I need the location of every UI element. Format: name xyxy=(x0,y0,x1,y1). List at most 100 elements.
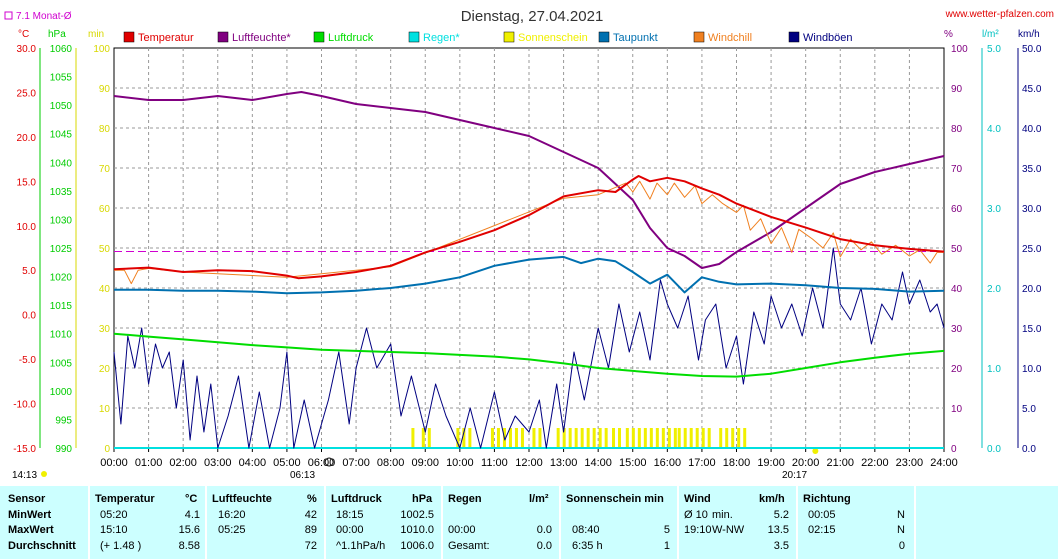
pct-tick-label: 80 xyxy=(951,124,963,135)
time-tick-label: 12:00 xyxy=(515,457,543,469)
min-tick-label: 80 xyxy=(99,124,111,135)
sunshine-bar xyxy=(661,428,665,448)
stats-temp-val: 15.6 xyxy=(178,524,200,536)
stats-temp-time: 15:10 xyxy=(100,524,128,536)
lm2-tick-label: 3.0 xyxy=(987,204,1001,215)
stats-w-unit: min. xyxy=(712,509,733,521)
time-tick-label: 07:00 xyxy=(342,457,370,469)
legend-swatch xyxy=(123,31,135,43)
min-tick-label: 30 xyxy=(99,324,111,335)
min-tick-label: 60 xyxy=(99,204,111,215)
temp-tick-label: 20.0 xyxy=(17,133,37,144)
min-tick-label: 90 xyxy=(99,84,111,95)
pct-tick-label: 30 xyxy=(951,324,963,335)
time-tick-label: 21:00 xyxy=(826,457,854,469)
divider xyxy=(796,486,798,559)
divider xyxy=(205,486,207,559)
time-tick-label: 16:00 xyxy=(654,457,682,469)
stats-ld-time: 18:15 xyxy=(336,509,364,521)
stats-header-sensor: Sensor xyxy=(8,493,46,505)
sunshine-bar xyxy=(604,428,608,448)
sunshine-bar xyxy=(707,428,711,448)
temp-tick-label: -5.0 xyxy=(19,355,37,366)
chart-title: Dienstag, 27.04.2021 xyxy=(461,8,604,25)
pressure-line xyxy=(113,332,945,378)
time-tick-label: 24:00 xyxy=(930,457,958,469)
min-tick-label: 70 xyxy=(99,164,111,175)
lm2-tick-label: 0.0 xyxy=(987,444,1001,455)
stats-header-wind-unit: km/h xyxy=(759,493,785,505)
stats-rg-val: 0.0 xyxy=(536,540,552,552)
divider xyxy=(324,486,326,559)
statistics-table: Sensor Temperatur °C Luftfeuchte % Luftd… xyxy=(0,486,1058,559)
stats-r-val: N xyxy=(897,524,905,536)
sunshine-bar xyxy=(743,428,747,448)
lm2-unit-label: l/m² xyxy=(982,29,999,40)
stats-lf-time: 16:20 xyxy=(218,509,246,521)
sunshine-bar xyxy=(574,428,578,448)
legend-label: Luftfeuchte* xyxy=(232,32,291,44)
stats-label: MinWert xyxy=(8,509,52,521)
monat-avg-icon xyxy=(4,11,13,20)
sunshine-bar xyxy=(490,428,494,448)
hpa-tick-label: 1030 xyxy=(50,215,73,226)
kmh-tick-label: 50.0 xyxy=(1022,44,1042,55)
time-tick-label: 04:00 xyxy=(239,457,267,469)
series xyxy=(113,91,945,449)
monat-avg-label: 7.1 Monat-Ø xyxy=(16,11,72,22)
stats-ss-val: 5 xyxy=(663,524,670,536)
sunshine-bar xyxy=(643,428,647,448)
site-link[interactable]: www.wetter-pfalzen.com xyxy=(945,9,1054,20)
stats-r-time: 00:05 xyxy=(808,509,836,521)
min-tick-label: 100 xyxy=(93,44,110,55)
sunshine-bar xyxy=(695,428,699,448)
pct-tick-label: 100 xyxy=(951,44,968,55)
stats-label: MaxWert xyxy=(8,524,54,536)
stats-rg-val: 0.0 xyxy=(536,524,552,536)
divider xyxy=(88,486,90,559)
weather-chart: Dienstag, 27.04.2021 www.wetter-pfalzen.… xyxy=(4,8,1054,481)
stats-ld-time: 00:00 xyxy=(336,524,364,536)
stats-rg-time: 00:00 xyxy=(448,524,476,536)
legend-label: Windböen xyxy=(803,32,853,44)
pct-tick-label: 50 xyxy=(951,244,963,255)
kmh-tick-label: 25.0 xyxy=(1022,244,1042,255)
sunrise-left-marker xyxy=(41,471,47,477)
min-tick-label: 20 xyxy=(99,364,111,375)
stats-ld-val: 1010.0 xyxy=(400,524,434,536)
stats-lf-val: 72 xyxy=(304,540,317,552)
stats-r-val: N xyxy=(897,509,905,521)
lm2-tick-label: 4.0 xyxy=(987,124,1001,135)
sunshine-bar xyxy=(456,428,460,448)
sunshine-bar xyxy=(462,428,466,448)
humidity-line xyxy=(113,91,945,269)
dewpoint-line xyxy=(114,255,945,295)
min-tick-label: 50 xyxy=(99,244,111,255)
legend: Temperatur Luftfeuchte* Luftdruck Regen* Son… xyxy=(123,31,853,44)
sunshine-bar xyxy=(689,428,693,448)
min-tick-label: 0 xyxy=(104,444,110,455)
stats-w-val: 13.5 xyxy=(767,524,789,536)
temp-tick-label: -10.0 xyxy=(13,400,36,411)
kmh-unit-label: km/h xyxy=(1018,29,1040,40)
sunshine-bar xyxy=(411,428,415,448)
hpa-tick-label: 1035 xyxy=(50,187,73,198)
stats-ld-val: 1002.5 xyxy=(400,509,434,521)
time-tick-label: 11:00 xyxy=(481,457,508,469)
legend-label: Sonnenschein xyxy=(518,32,588,44)
stats-w-label: Ø 10 xyxy=(684,509,708,521)
time-tick-label: 20:00 xyxy=(792,457,820,469)
sunshine-bar xyxy=(719,428,723,448)
legend-swatch xyxy=(408,31,420,43)
legend-swatch xyxy=(503,31,515,43)
legend-swatch xyxy=(217,31,229,43)
stats-w-label: 19:10 xyxy=(684,524,712,536)
sunshine-bar xyxy=(598,428,602,448)
temp-unit-label: °C xyxy=(18,29,29,40)
pct-tick-label: 20 xyxy=(951,364,963,375)
pct-unit-label: % xyxy=(944,29,953,40)
stats-header-luftdruck: Luftdruck xyxy=(331,493,382,505)
min-tick-label: 40 xyxy=(99,284,111,295)
sunshine-bar xyxy=(637,428,641,448)
sunshine-bar xyxy=(421,428,425,448)
